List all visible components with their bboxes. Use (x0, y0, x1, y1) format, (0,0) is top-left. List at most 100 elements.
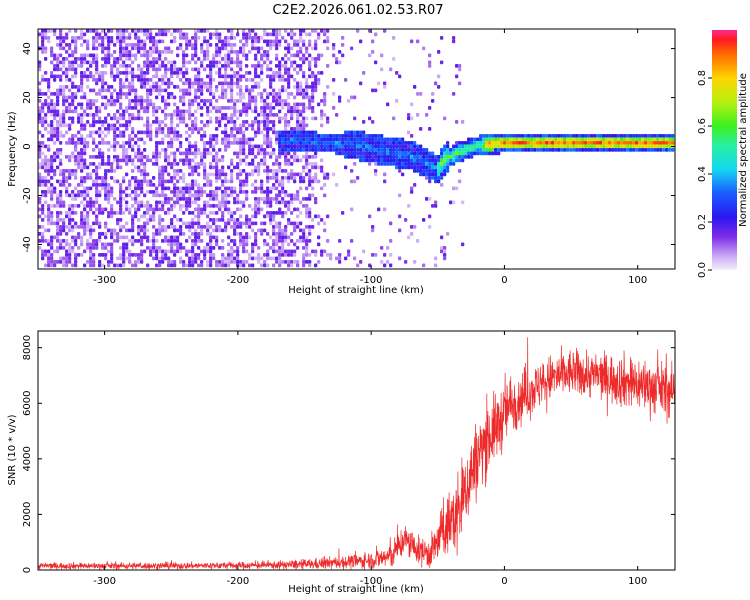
spectrogram-cell (176, 46, 180, 51)
spectrogram-cell (77, 232, 81, 236)
spectrogram-cell (50, 197, 54, 201)
spectrogram-cell (269, 197, 273, 201)
spectrogram-cell (578, 134, 582, 138)
spectrogram-cell (197, 172, 201, 177)
spectrogram-cell (299, 88, 303, 93)
spectrogram-cell (281, 176, 285, 180)
spectrogram-cell (164, 46, 168, 51)
spectrogram-cell (434, 81, 438, 86)
spectrogram-cell (305, 144, 309, 149)
spectrogram-cell (446, 148, 450, 152)
spectrogram-cell (659, 144, 663, 149)
spectrogram-cell (44, 165, 48, 170)
spectrogram-cell (314, 85, 318, 89)
spectrogram-cell (230, 239, 234, 243)
spectrogram-cell (110, 99, 114, 103)
spectrogram-cell (344, 137, 348, 142)
spectrogram-cell (539, 134, 543, 138)
spectrogram-cell (353, 179, 357, 184)
spectrogram-cell (524, 144, 528, 149)
spectrogram-cell (161, 179, 165, 184)
spectrogram-cell (242, 109, 246, 114)
spectrogram-cell (251, 144, 255, 149)
spectrogram-cell (323, 113, 327, 117)
spectrogram-cell (221, 95, 225, 100)
spectrogram-cell (197, 207, 201, 212)
spectrogram-cell (380, 53, 384, 58)
spectrogram-cell (134, 207, 138, 212)
spectrogram-cell (440, 246, 444, 250)
spectrogram-cell (266, 200, 270, 205)
spectrogram-cell (236, 200, 240, 205)
spectrogram-cell (185, 253, 189, 257)
spectrogram-cell (188, 260, 192, 264)
spectrogram-cell (50, 53, 54, 58)
spectrogram-cell (128, 137, 132, 142)
spectrogram-cell (128, 36, 132, 40)
spectrogram-cell (407, 165, 411, 170)
spectrogram-cell (56, 235, 60, 240)
spectrogram-cell (359, 137, 363, 142)
snr-frame (37, 330, 676, 571)
spectrogram-cell (287, 106, 291, 110)
spectrogram-cell (191, 158, 195, 163)
spectrogram-cell (137, 158, 141, 163)
spectrogram-cell (266, 165, 270, 170)
spectrogram-cell (290, 36, 294, 40)
spectrogram-cell (296, 221, 300, 226)
spectrogram-cell (263, 53, 267, 58)
spectrogram-cell (344, 165, 348, 170)
spectrogram-cell (341, 151, 345, 156)
spectrogram-cell (188, 88, 192, 93)
spectrogram-cell (44, 50, 48, 54)
spectrogram-cell (656, 148, 660, 152)
spectrogram-cell (278, 130, 282, 135)
spectrogram-cell (98, 225, 102, 229)
spectrogram-cell (272, 130, 276, 135)
spectrogram-cell (164, 211, 168, 215)
spectrogram-cell (230, 225, 234, 229)
spectrogram-cell (152, 113, 156, 117)
spectrogram-cell (356, 148, 360, 152)
spectrogram-cell (74, 253, 78, 257)
spectrogram-cell (131, 29, 135, 33)
spectrogram-cell (299, 158, 303, 163)
spectrogram-cell (98, 239, 102, 243)
spectrogram-cell (194, 123, 198, 128)
spectrogram-cell (101, 57, 105, 61)
spectrogram-cell (374, 158, 378, 163)
spectrogram-cell (455, 186, 459, 191)
spectrogram-cell (215, 172, 219, 177)
spectrogram-cell (344, 134, 348, 138)
spectrogram-cell (296, 239, 300, 243)
spectrogram-x-tick-label: -200 (227, 275, 250, 286)
spectrogram-cell (485, 141, 489, 145)
spectrogram-cell (671, 137, 675, 142)
spectrogram-cell (284, 141, 288, 145)
spectrogram-cell (278, 43, 282, 47)
spectrogram-cell (80, 183, 84, 187)
spectrogram-cell (548, 148, 552, 152)
spectrogram-cell (209, 81, 213, 86)
spectrogram-cell (491, 137, 495, 142)
spectrogram-cell (500, 144, 504, 149)
spectrogram-cell (254, 36, 258, 40)
spectrogram-cell (101, 120, 105, 124)
spectrogram-cell (119, 81, 123, 86)
spectrogram-cell (284, 99, 288, 103)
spectrogram-cell (347, 155, 351, 159)
spectrogram-cell (104, 57, 108, 61)
spectrogram-cell (203, 85, 207, 89)
spectrogram-cell (83, 74, 87, 79)
spectrogram-cell (143, 176, 147, 180)
spectrogram-cell (242, 92, 246, 96)
spectrogram-cell (68, 176, 72, 180)
spectrogram-cell (317, 81, 321, 86)
spectrogram-cell (206, 148, 210, 152)
spectrogram-cell (194, 207, 198, 212)
spectrogram-cell (590, 141, 594, 145)
spectrogram-cell (89, 253, 93, 257)
spectrogram-cell (140, 155, 144, 159)
spectrogram-cell (386, 151, 390, 156)
spectrogram-cell (401, 158, 405, 163)
